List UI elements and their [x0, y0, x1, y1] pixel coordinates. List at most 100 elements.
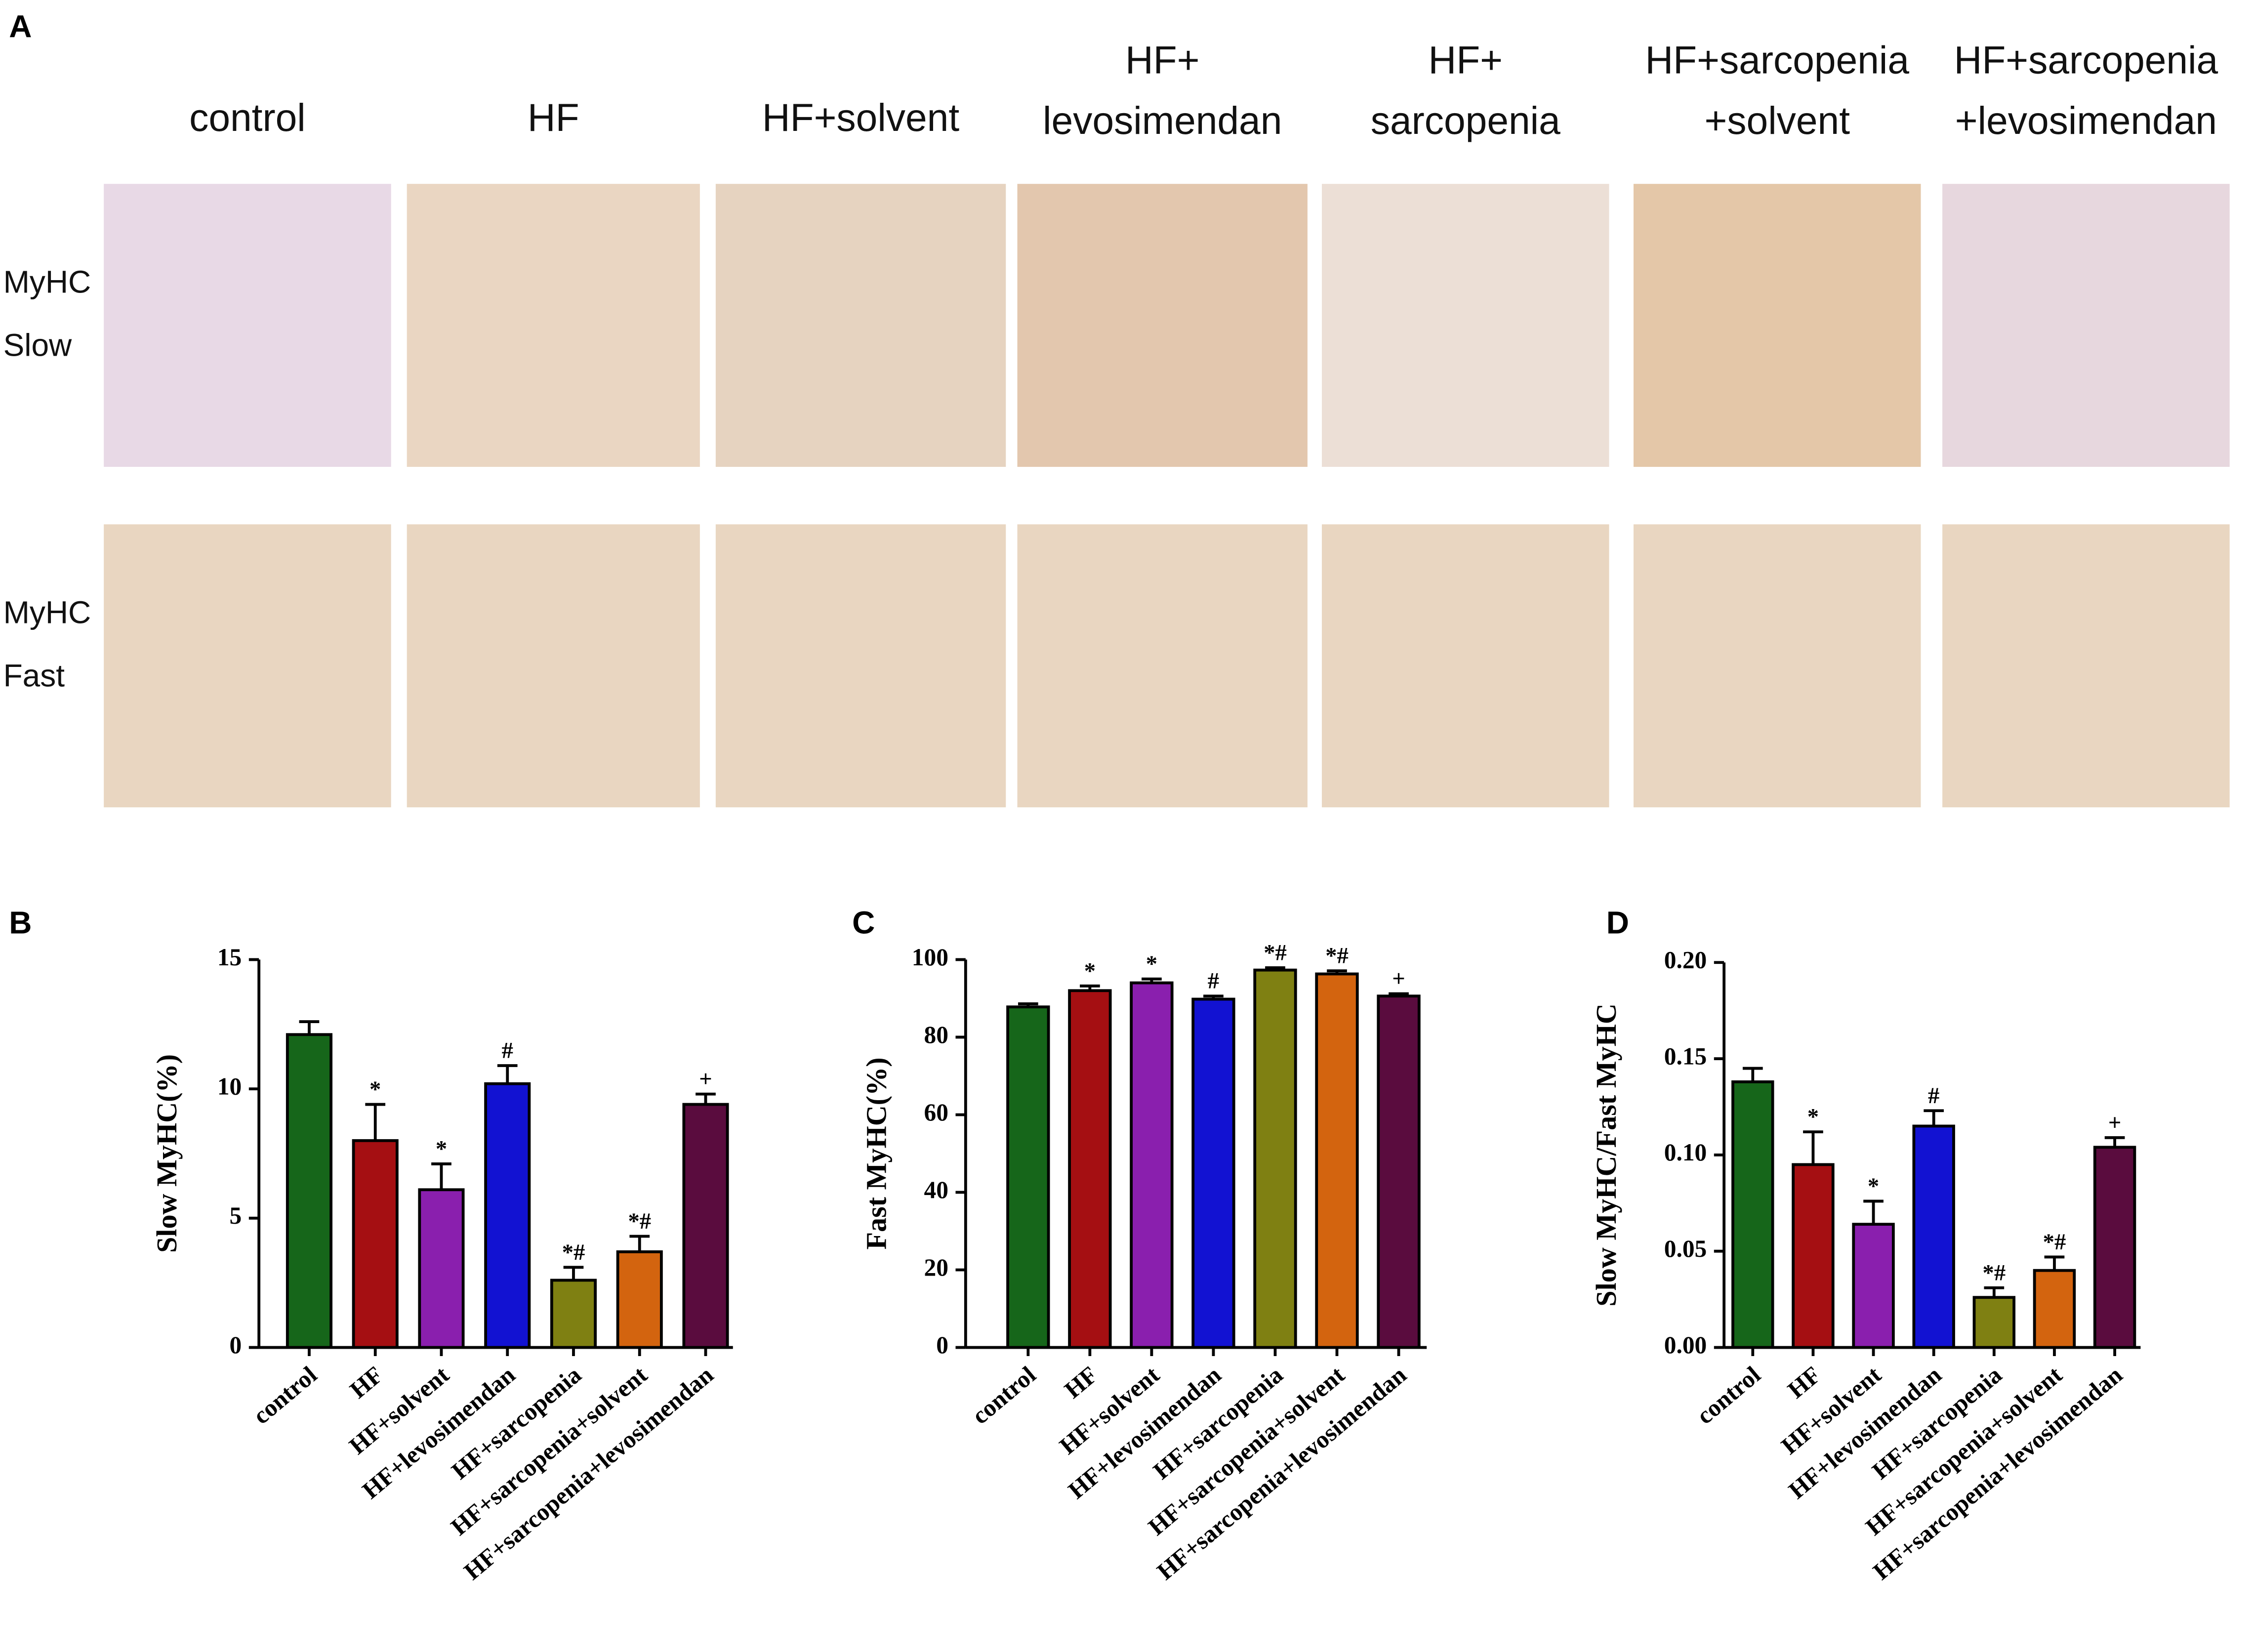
y-tick-label: 0 — [936, 1331, 948, 1359]
micrograph — [715, 184, 1006, 467]
bar — [1068, 989, 1112, 1349]
significance-label: *# — [2043, 1230, 2066, 1255]
y-tick-label: 15 — [217, 944, 242, 971]
bar — [1253, 968, 1297, 1349]
error-bar — [1142, 977, 1162, 983]
significance-label: * — [1084, 958, 1096, 984]
significance-label: # — [1928, 1083, 1939, 1109]
y-axis-label: Fast MyHC(%) — [860, 1057, 893, 1249]
column-label: HF+ — [1125, 39, 1199, 82]
micrograph — [1942, 184, 2230, 467]
error-bar — [629, 1235, 650, 1252]
significance-label: * — [1868, 1174, 1879, 1199]
micrograph — [1633, 184, 1921, 467]
row-label: MyHC — [3, 264, 91, 300]
y-axis-label: Slow MyHC/Fast MyHC — [1590, 1003, 1622, 1307]
micrograph — [407, 184, 700, 467]
panel-label: D — [1606, 905, 1629, 941]
error-bar — [1863, 1199, 1884, 1225]
bar — [1006, 1005, 1050, 1349]
significance-label: *# — [1983, 1260, 2006, 1285]
significance-label: *# — [562, 1240, 585, 1265]
significance-label: * — [1146, 951, 1157, 977]
bar — [616, 1250, 663, 1349]
error-bar — [696, 1092, 716, 1105]
column-label: HF+sarcopenia — [1645, 39, 1909, 82]
significance-label: *# — [628, 1209, 651, 1234]
bar — [2093, 1146, 2136, 1349]
error-bar — [1079, 984, 1100, 991]
bar — [1972, 1296, 2016, 1349]
column-label: +solvent — [1704, 99, 1850, 142]
error-bar — [1265, 966, 1285, 970]
bar — [2033, 1269, 2076, 1349]
bar — [550, 1279, 597, 1349]
column-label: levosimendan — [1043, 99, 1282, 142]
y-tick-label: 40 — [924, 1176, 948, 1203]
row-label: Slow — [3, 328, 72, 363]
micrograph — [104, 524, 391, 808]
bar — [1377, 994, 1421, 1349]
bar — [1191, 997, 1235, 1349]
error-bar — [563, 1266, 584, 1280]
y-tick-label: 80 — [924, 1021, 948, 1048]
y-tick-label: 20 — [924, 1254, 948, 1281]
micrograph — [407, 524, 700, 808]
bar — [1731, 1080, 1774, 1349]
bar — [352, 1139, 399, 1349]
significance-label: + — [699, 1067, 712, 1092]
significance-label: * — [436, 1136, 447, 1161]
error-bar — [1984, 1286, 2005, 1298]
row-label: Fast — [3, 658, 65, 693]
significance-label: + — [1392, 966, 1405, 991]
significance-label: + — [2108, 1110, 2122, 1135]
error-bar — [1327, 969, 1347, 974]
y-tick-label: 100 — [912, 944, 948, 971]
bar — [1315, 972, 1359, 1349]
micrograph — [1942, 524, 2230, 808]
y-axis-label: Slow MyHC(%) — [151, 1054, 183, 1253]
column-label: HF+solvent — [762, 96, 959, 139]
micrograph — [1321, 184, 1609, 467]
panel-label: B — [9, 905, 32, 941]
bar — [1912, 1124, 1955, 1349]
y-tick-label: 10 — [217, 1073, 242, 1100]
column-label: HF+ — [1429, 39, 1503, 82]
error-bar — [1924, 1109, 1944, 1126]
micrograph — [1321, 524, 1609, 808]
significance-label: *# — [1325, 944, 1349, 969]
column-label: sarcopenia — [1371, 99, 1560, 142]
column-label: control — [189, 96, 306, 139]
error-bar — [1803, 1130, 1823, 1165]
bar — [418, 1188, 465, 1349]
error-bar — [365, 1103, 386, 1141]
column-label: HF — [528, 96, 579, 139]
significance-label: * — [1807, 1105, 1819, 1130]
y-tick-label: 0.20 — [1664, 947, 1707, 974]
error-bar — [1389, 992, 1409, 996]
y-tick-label: 0.10 — [1664, 1139, 1707, 1166]
row-label: MyHC — [3, 594, 91, 630]
panel-label: A — [9, 9, 32, 44]
column-label: HF+sarcopenia — [1954, 39, 2218, 82]
y-tick-label: 5 — [230, 1202, 242, 1229]
significance-label: # — [1208, 969, 1219, 994]
y-tick-label: 0.05 — [1664, 1235, 1707, 1262]
bar — [1792, 1163, 1835, 1349]
significance-label: # — [502, 1038, 513, 1064]
significance-label: *# — [1264, 940, 1287, 965]
error-bar — [2044, 1255, 2065, 1271]
bar — [1130, 981, 1174, 1349]
y-tick-label: 0.00 — [1664, 1331, 1707, 1359]
error-bar — [1742, 1067, 1763, 1082]
micrograph — [715, 524, 1006, 808]
significance-label: * — [369, 1077, 381, 1102]
bar — [286, 1033, 332, 1349]
error-bar — [431, 1162, 451, 1190]
y-tick-label: 60 — [924, 1099, 948, 1126]
y-tick-label: 0.15 — [1664, 1042, 1707, 1070]
error-bar — [497, 1064, 518, 1084]
micrograph — [1633, 524, 1921, 808]
